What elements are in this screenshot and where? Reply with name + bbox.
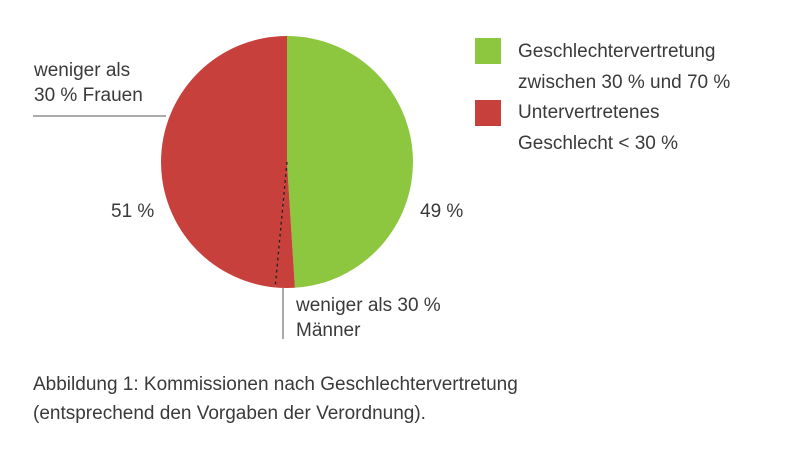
men-annotation: weniger als 30 % Männer xyxy=(296,293,441,343)
pie-slice-red-women xyxy=(161,36,287,288)
women-annotation-line-2: 30 % Frauen xyxy=(34,85,143,106)
red-value-label: 51 % xyxy=(111,201,155,222)
pie-slices xyxy=(161,36,413,288)
women-annotation-line-1: weniger als xyxy=(34,60,131,81)
pie-slice-red-men xyxy=(275,162,295,288)
caption-line-1: Abbildung 1: Kommissionen nach Geschlech… xyxy=(33,374,518,395)
legend-red-line-2: Geschlecht < 30 % xyxy=(518,133,679,154)
men-annotation-line-1: weniger als 30 % xyxy=(296,295,441,316)
men-annotation-line-2: Männer xyxy=(296,320,361,341)
legend-green-line-2: zwischen 30 % und 70 % xyxy=(518,72,731,93)
pie-slice-green xyxy=(287,36,413,288)
figure-caption: Abbildung 1: Kommissionen nach Geschlech… xyxy=(33,370,518,428)
green-value-label: 49 % xyxy=(420,201,464,222)
legend-green-line-1: Geschlechtervertretung xyxy=(518,41,716,62)
caption-line-2: (entsprechend den Vorgaben der Verordnun… xyxy=(33,403,426,424)
men-dashed-divider xyxy=(274,161,288,288)
women-annotation: weniger als 30 % Frauen xyxy=(34,58,143,108)
legend-swatch-green xyxy=(475,38,501,64)
legend-swatch-red xyxy=(475,100,501,126)
legend-red-line-1: Untervertretenes xyxy=(518,102,660,123)
legend-entry-green: Geschlechtervertretung zwischen 30 % und… xyxy=(518,36,730,98)
legend-entry-red: Untervertretenes Geschlecht < 30 % xyxy=(518,97,678,159)
